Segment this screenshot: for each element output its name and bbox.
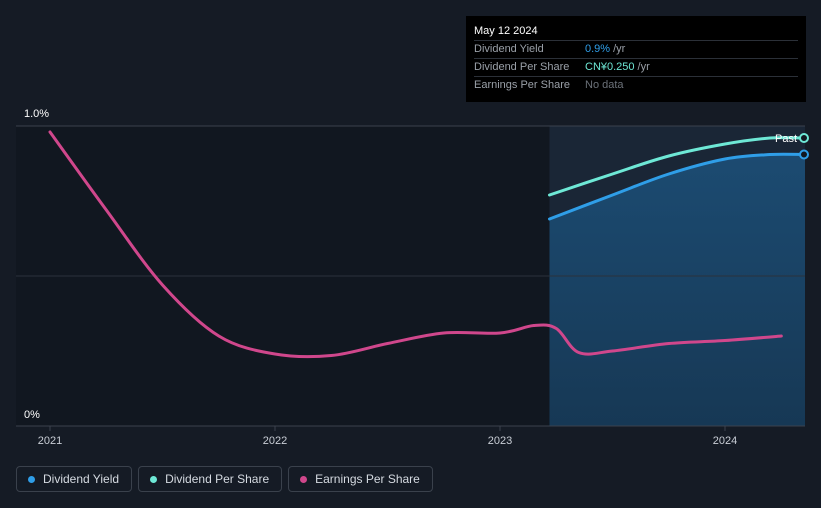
dividend-per-share-line — [548, 136, 806, 197]
x-tick-label: 2023 — [488, 435, 512, 447]
dividend-yield-area — [549, 154, 805, 426]
legend-dot — [150, 475, 158, 483]
tooltip-value: CN¥0.250 — [585, 61, 635, 73]
legend-label: Earnings Per Share — [315, 472, 420, 486]
tooltip-panel: May 12 2024 Dividend Yield 0.9% /yr Divi… — [466, 16, 806, 102]
tooltip-unit: /yr — [637, 61, 650, 73]
legend-dot — [300, 475, 308, 483]
tooltip-row-dividend-per-share: Dividend Per Share CN¥0.250 /yr — [474, 58, 798, 76]
x-tick-label: 2024 — [713, 435, 737, 447]
earnings-per-share-line — [48, 130, 783, 359]
legend-dot — [28, 475, 35, 483]
tooltip-row-earnings-per-share: Earnings Per Share No data — [474, 76, 798, 94]
dividend-yield-end-marker — [799, 149, 809, 160]
chart-legend: Dividend Yield Dividend Per Share Earnin… — [16, 466, 439, 492]
tooltip-label: Dividend Yield — [474, 43, 544, 55]
legend-item-earnings-per-share[interactable]: Earnings Per Share — [288, 466, 433, 492]
tooltip-date: May 12 2024 — [474, 25, 538, 37]
dividend-chart: Past 1.0% 0% 2021 2022 2023 2024 — [16, 108, 809, 447]
past-label: Past — [775, 133, 797, 145]
x-tick-label: 2022 — [263, 435, 287, 447]
tooltip-label: Earnings Per Share — [474, 79, 570, 91]
legend-label: Dividend Yield — [43, 472, 120, 486]
dividend-yield-line — [548, 152, 806, 221]
legend-label: Dividend Per Share — [165, 472, 270, 486]
y-tick-label: 1.0% — [24, 108, 49, 120]
legend-item-dividend-per-share[interactable]: Dividend Per Share — [138, 466, 283, 492]
tooltip-value: No data — [585, 79, 624, 91]
x-tick-label: 2021 — [38, 435, 62, 447]
tooltip-unit: /yr — [613, 43, 626, 55]
tooltip-row-dividend-yield: Dividend Yield 0.9% /yr — [474, 40, 798, 58]
dividend-per-share-end-marker — [799, 133, 809, 143]
legend-item-dividend-yield[interactable]: Dividend Yield — [16, 466, 133, 492]
tooltip-label: Dividend Per Share — [474, 61, 570, 73]
tooltip-value: 0.9% — [585, 43, 611, 55]
y-tick-label: 0% — [24, 409, 40, 421]
